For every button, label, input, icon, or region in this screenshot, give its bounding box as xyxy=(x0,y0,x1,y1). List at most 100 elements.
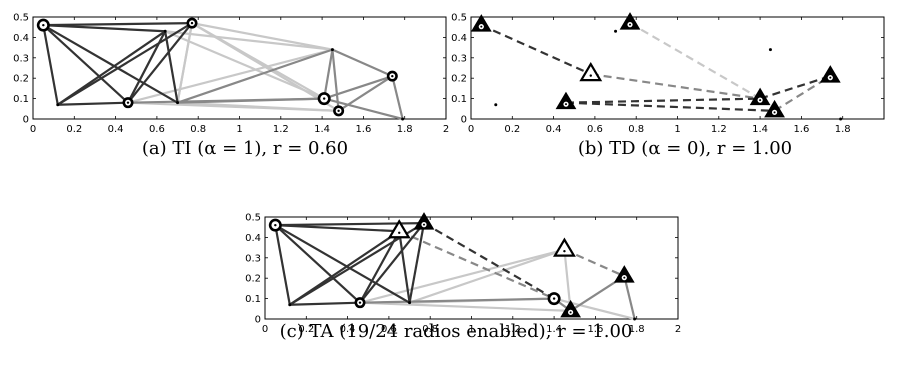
node-dot xyxy=(56,103,60,107)
edge xyxy=(359,230,401,304)
edge xyxy=(274,224,291,305)
node-triangle xyxy=(560,299,581,318)
edge xyxy=(43,24,166,33)
node-triangle xyxy=(613,265,635,283)
node-triangle-center xyxy=(623,276,626,279)
y-tick-label: 0.4 xyxy=(13,33,29,44)
y-tick-label: 0.5 xyxy=(245,213,261,224)
edge xyxy=(289,301,361,306)
node-triangle-center xyxy=(773,111,776,114)
x-tick-label: 0 xyxy=(262,324,268,335)
y-tick-label: 0.4 xyxy=(451,33,467,44)
y-tick-label: 0.2 xyxy=(245,274,261,285)
node-dot xyxy=(768,48,772,52)
edge xyxy=(359,297,555,304)
x-tick-label: 0.4 xyxy=(108,124,124,135)
node-dot xyxy=(176,101,180,105)
node-triangle xyxy=(819,65,841,83)
node-bullseye-center xyxy=(337,109,340,113)
plot-c: 0 0.2 0.4 0.6 0.8 1 1.2 1.4 1.6 1.8 2 0 0.1 0.2 0.3 0.4… xyxy=(245,212,681,335)
node-dot xyxy=(401,117,405,121)
x-tick-label: 1.8 xyxy=(629,324,645,335)
caption-a: (a) TI (α = 1), r = 0.60 xyxy=(141,138,349,159)
node-bullseye-center xyxy=(358,301,362,304)
x-tick-label: 1 xyxy=(236,124,242,135)
y-tick-label: 0.1 xyxy=(13,94,29,105)
y-tick-label: 0.2 xyxy=(13,74,29,85)
x-tick-label: 0.4 xyxy=(546,124,562,135)
node-triangle-center xyxy=(759,99,762,102)
edge-dashed xyxy=(565,101,775,112)
x-tick-label: 1 xyxy=(468,324,474,335)
edge xyxy=(42,24,179,104)
node-dot xyxy=(288,303,292,307)
edge xyxy=(127,48,333,104)
edge xyxy=(391,75,404,120)
node-dot xyxy=(633,317,637,321)
edge xyxy=(408,222,426,303)
node-dot xyxy=(330,48,334,52)
y-tick-label: 0.4 xyxy=(245,233,261,244)
node-triangle xyxy=(764,99,785,118)
node-triangle-center xyxy=(629,23,632,26)
x-tick-label: 1.6 xyxy=(587,324,603,335)
node-dot xyxy=(614,29,618,33)
node-triangle-center xyxy=(569,311,572,314)
node-triangle-open-center xyxy=(563,249,566,253)
edge xyxy=(177,48,333,104)
edge xyxy=(409,248,565,304)
x-tick-label: 2 xyxy=(443,124,449,135)
edge-dashed xyxy=(565,97,761,104)
node-triangle xyxy=(470,14,492,32)
y-tick-label: 0.3 xyxy=(245,253,261,264)
node-bullseye-center xyxy=(42,23,45,27)
edge xyxy=(164,30,325,100)
node-triangle-open-center xyxy=(398,231,401,234)
edge xyxy=(275,224,400,233)
x-tick-label: 0.4 xyxy=(340,324,356,335)
edge xyxy=(165,30,333,51)
y-tick-label: 0.5 xyxy=(451,13,467,24)
node-triangle xyxy=(555,91,577,110)
x-tick-label: 1.6 xyxy=(793,124,809,135)
edge xyxy=(127,30,167,104)
x-tick-label: 0.2 xyxy=(504,124,520,135)
edge xyxy=(127,22,193,104)
x-tick-label: 0 xyxy=(30,124,36,135)
edge xyxy=(323,49,334,99)
edge xyxy=(338,75,393,112)
edge xyxy=(43,22,193,27)
x-tick-label: 1 xyxy=(674,124,680,135)
edge-dashed xyxy=(563,248,625,278)
edge-dashed xyxy=(398,230,555,300)
node-triangle xyxy=(749,87,771,106)
edge-dashed xyxy=(590,73,761,100)
plot-b: 0 0.2 0.4 0.6 0.8 1 1.2 1.4 1.6 1.8 0 0.1 0.2 0.3 0.4 0… xyxy=(451,12,885,135)
x-tick-label: 1.8 xyxy=(835,124,851,135)
node-bullseye-center xyxy=(274,223,277,227)
edge xyxy=(164,31,179,103)
panel-c: 0 0.2 0.4 0.6 0.8 1 1.2 1.4 1.6 1.8 2 0 0.1 0.2 0.3 0.4… xyxy=(218,200,681,371)
x-tick-label: 0.6 xyxy=(381,324,397,335)
node-triangle xyxy=(619,12,641,30)
y-tick-label: 0 xyxy=(461,115,467,126)
node-triangle-center xyxy=(564,103,567,106)
edge xyxy=(331,48,393,78)
x-tick-label: 0.2 xyxy=(298,324,314,335)
node-dot xyxy=(163,29,167,33)
edge xyxy=(176,22,194,103)
x-tick-label: 0.2 xyxy=(66,124,82,135)
y-tick-label: 0.2 xyxy=(451,74,467,85)
node-triangle-open-center xyxy=(589,74,592,77)
x-tick-label: 1.4 xyxy=(546,324,562,335)
x-tick-label: 0.6 xyxy=(587,124,603,135)
y-tick-label: 0.3 xyxy=(451,53,467,64)
y-tick-label: 0 xyxy=(255,315,261,326)
y-tick-label: 0.5 xyxy=(13,13,29,24)
node-dot xyxy=(408,301,412,305)
panel-a: 0 0.2 0.4 0.6 0.8 1 1.2 1.4 1.6 1.8 2 0 0.1 0.2 0.3 0.4… xyxy=(0,0,460,172)
edge xyxy=(274,224,411,304)
y-tick-label: 0.1 xyxy=(245,294,261,305)
y-tick-label: 0 xyxy=(23,115,29,126)
x-tick-label: 1.2 xyxy=(711,124,727,135)
